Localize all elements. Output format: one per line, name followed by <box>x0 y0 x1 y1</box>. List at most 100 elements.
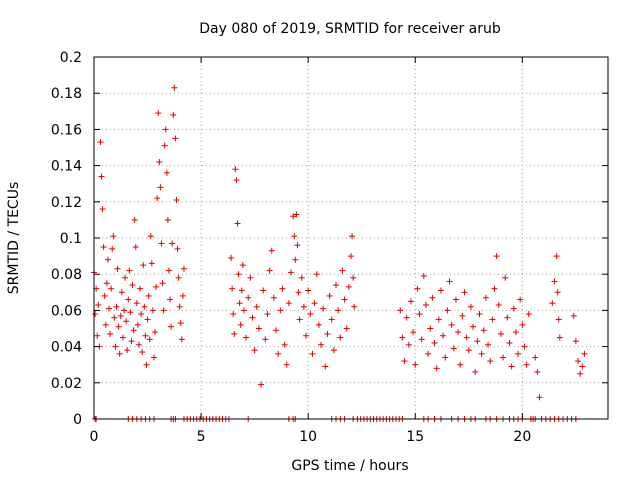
data-point <box>174 245 181 252</box>
data-point <box>328 316 335 323</box>
data-point <box>320 305 327 312</box>
data-point <box>103 280 110 287</box>
data-point <box>129 282 136 289</box>
data-point <box>313 271 320 278</box>
data-point <box>351 303 358 310</box>
data-point <box>130 327 137 334</box>
data-point <box>414 285 421 292</box>
data-point <box>397 307 404 314</box>
data-point <box>418 336 425 343</box>
data-point <box>233 177 240 184</box>
data-point <box>150 354 157 361</box>
data-point <box>523 361 530 368</box>
data-point <box>294 242 301 249</box>
data-point <box>145 292 152 299</box>
data-point <box>515 350 522 357</box>
data-point <box>333 282 340 289</box>
data-point <box>403 314 410 321</box>
x-tick-label: 20 <box>513 429 531 445</box>
data-point <box>273 327 280 334</box>
data-point <box>431 339 438 346</box>
x-tick-labels: 0 5 10 15 20 <box>90 429 532 445</box>
data-point <box>138 311 145 318</box>
data-point <box>480 327 487 334</box>
data-points <box>91 84 588 422</box>
data-point <box>448 321 455 328</box>
data-point <box>461 289 468 296</box>
data-point <box>164 216 171 223</box>
data-point <box>478 350 485 357</box>
data-point <box>117 312 124 319</box>
data-point <box>288 269 295 276</box>
data-point <box>133 300 140 307</box>
data-point <box>497 330 504 337</box>
data-point <box>407 298 414 305</box>
data-point <box>502 274 509 281</box>
data-point <box>551 278 558 285</box>
y-tick-label: 0.16 <box>51 122 82 138</box>
data-point <box>238 287 245 294</box>
data-point <box>144 316 151 323</box>
data-point <box>279 285 286 292</box>
axis-ticks <box>93 56 608 420</box>
data-point <box>175 274 182 281</box>
data-point <box>237 321 244 328</box>
data-point <box>236 300 243 307</box>
data-point <box>146 336 153 343</box>
data-point <box>343 325 350 332</box>
data-point <box>300 303 307 310</box>
y-tick-label: 0.12 <box>51 195 82 211</box>
data-point <box>158 240 165 247</box>
data-point <box>570 312 577 319</box>
data-point <box>459 312 466 319</box>
data-point <box>162 126 169 133</box>
data-point <box>510 305 517 312</box>
data-point <box>143 361 150 368</box>
data-point <box>240 307 247 314</box>
data-point <box>504 314 511 321</box>
data-point <box>148 260 155 267</box>
data-point <box>572 338 579 345</box>
data-point <box>159 280 166 287</box>
data-point <box>519 321 526 328</box>
data-point <box>290 213 297 220</box>
x-tick-label: 15 <box>406 429 424 445</box>
data-point <box>139 349 146 356</box>
data-point <box>296 316 303 323</box>
data-point <box>281 341 288 348</box>
data-point <box>231 330 238 337</box>
data-point <box>255 325 262 332</box>
data-point <box>122 274 129 281</box>
data-point <box>141 303 148 310</box>
data-point <box>292 256 299 263</box>
y-tick-label: 0.02 <box>51 376 82 392</box>
data-point <box>111 314 118 321</box>
data-point <box>260 287 267 294</box>
data-point <box>493 253 500 260</box>
data-point <box>521 343 528 350</box>
data-point <box>491 285 498 292</box>
data-point <box>110 233 117 240</box>
y-tick-label: 0.04 <box>51 340 82 356</box>
data-point <box>92 311 99 318</box>
data-point <box>489 316 496 323</box>
data-point <box>324 330 331 337</box>
data-point <box>536 394 543 401</box>
data-point <box>243 334 250 341</box>
data-point <box>253 303 260 310</box>
data-point <box>177 320 184 327</box>
x-tick-label: 0 <box>90 429 99 445</box>
data-point <box>474 338 481 345</box>
data-point <box>440 332 447 339</box>
data-point <box>135 341 142 348</box>
data-point <box>487 358 494 365</box>
data-point <box>307 311 314 318</box>
data-point <box>508 363 515 370</box>
y-axis-label: SRMTID / TECUs <box>6 182 22 295</box>
data-point <box>553 253 560 260</box>
data-point <box>405 341 412 348</box>
data-point <box>94 332 101 339</box>
data-point <box>579 363 586 370</box>
data-point <box>555 316 562 323</box>
data-point <box>275 350 282 357</box>
